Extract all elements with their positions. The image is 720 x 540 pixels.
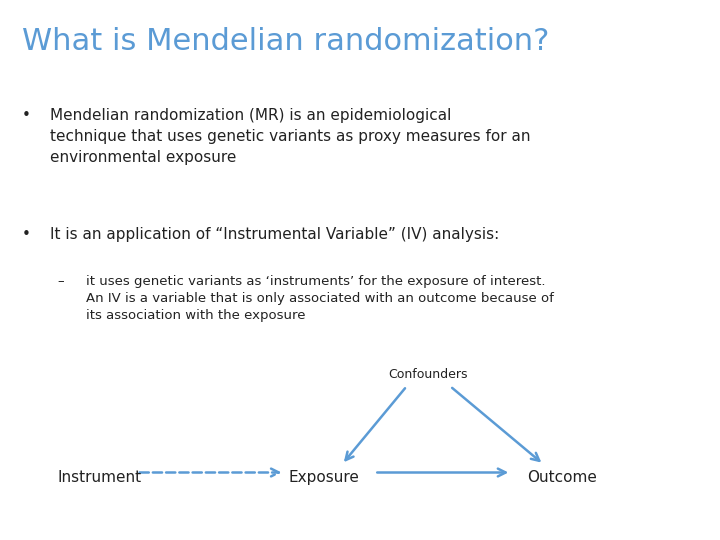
Text: it uses genetic variants as ‘instruments’ for the exposure of interest.
An IV is: it uses genetic variants as ‘instruments…: [86, 275, 554, 322]
Text: Instrument: Instrument: [58, 470, 142, 485]
Text: Mendelian randomization (MR) is an epidemiological
technique that uses genetic v: Mendelian randomization (MR) is an epide…: [50, 108, 531, 165]
Text: •: •: [22, 227, 30, 242]
Text: –: –: [58, 275, 64, 288]
Text: Outcome: Outcome: [526, 470, 597, 485]
Text: •: •: [22, 108, 30, 123]
Text: It is an application of “Instrumental Variable” (IV) analysis:: It is an application of “Instrumental Va…: [50, 227, 500, 242]
Text: Confounders: Confounders: [389, 368, 468, 381]
Text: What is Mendelian randomization?: What is Mendelian randomization?: [22, 27, 549, 56]
Text: Exposure: Exposure: [289, 470, 359, 485]
